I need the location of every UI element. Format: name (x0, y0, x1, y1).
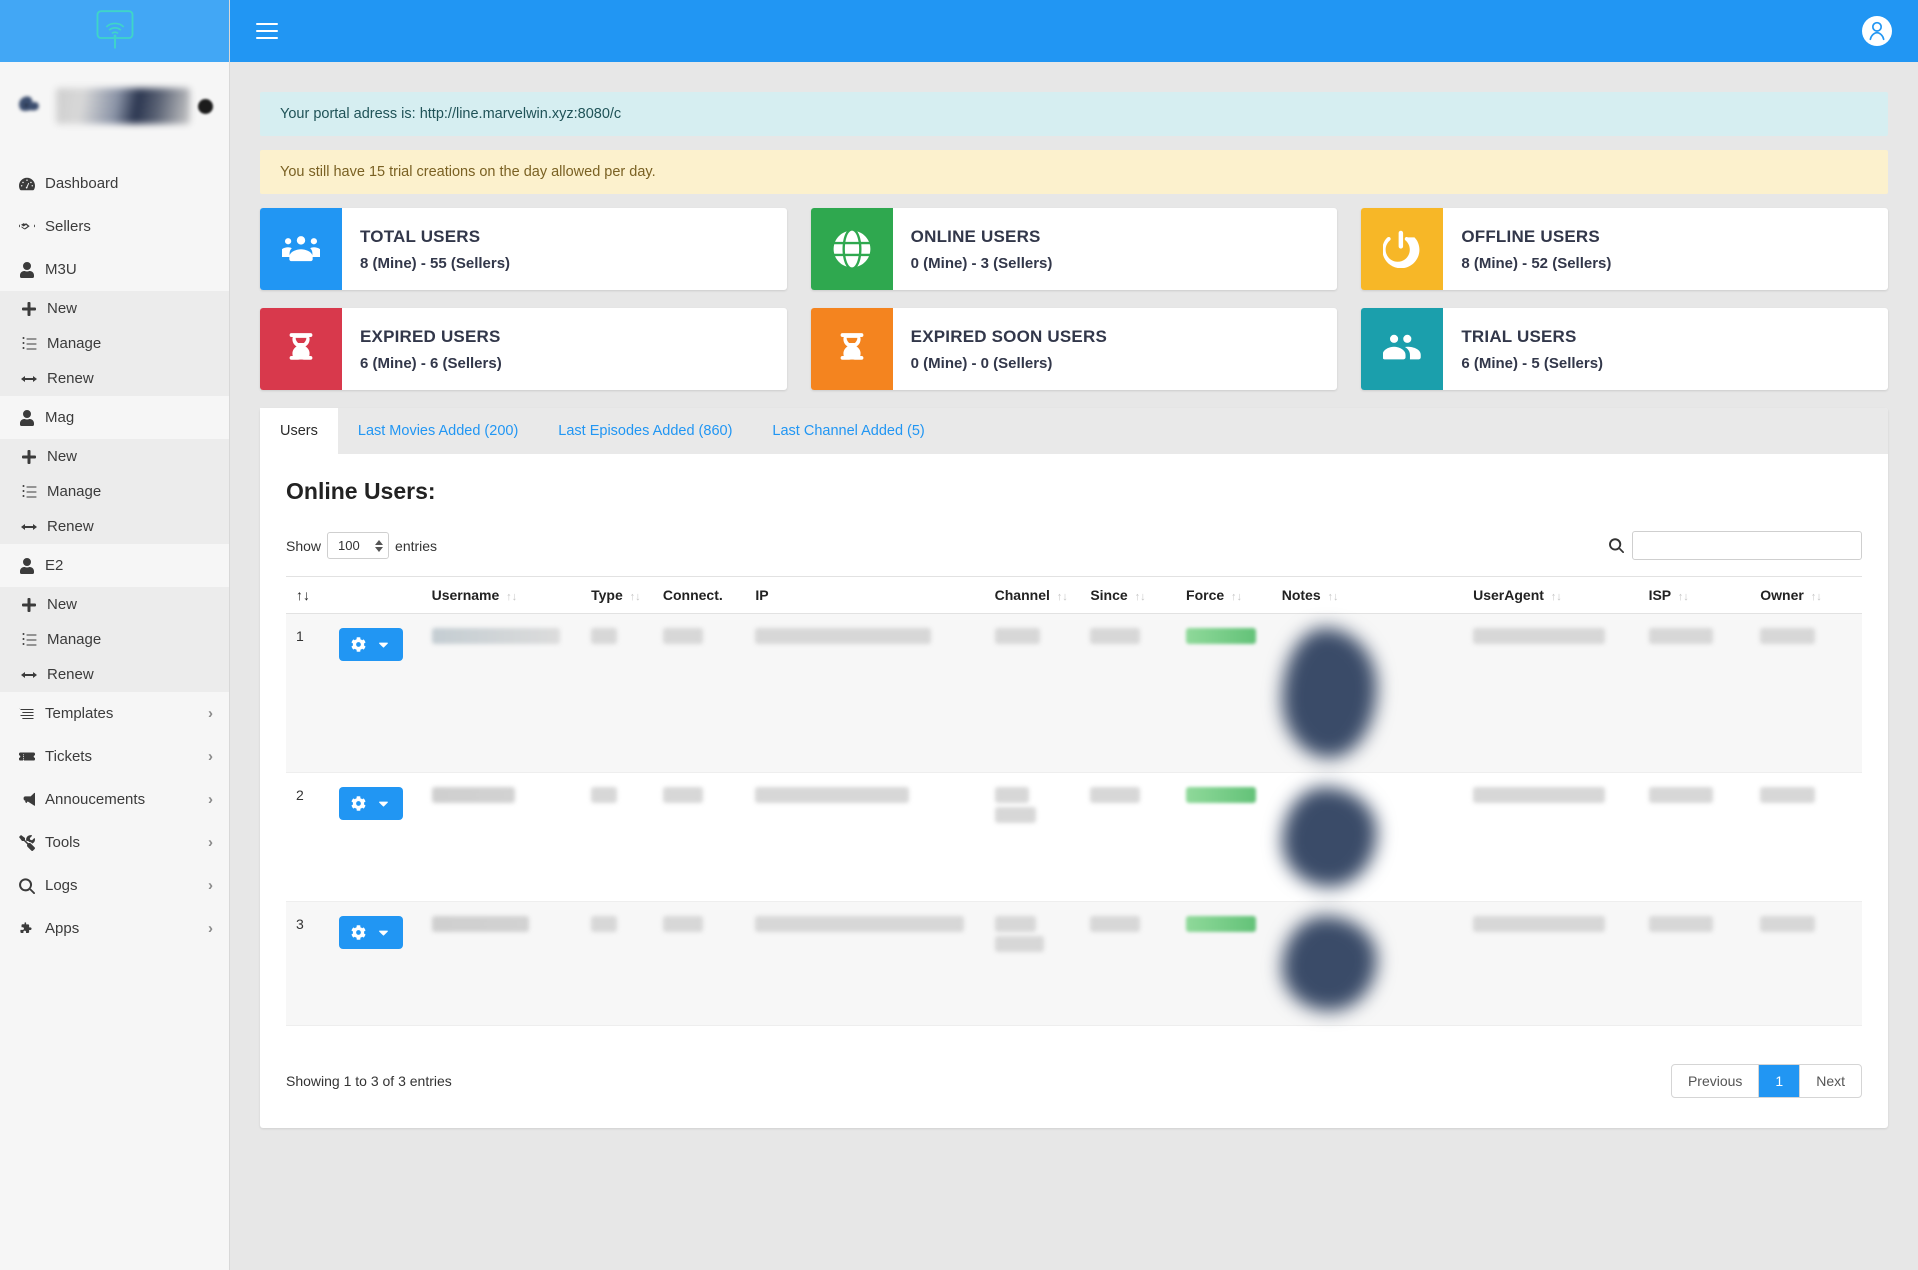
svg-text:1: 1 (19, 707, 20, 709)
